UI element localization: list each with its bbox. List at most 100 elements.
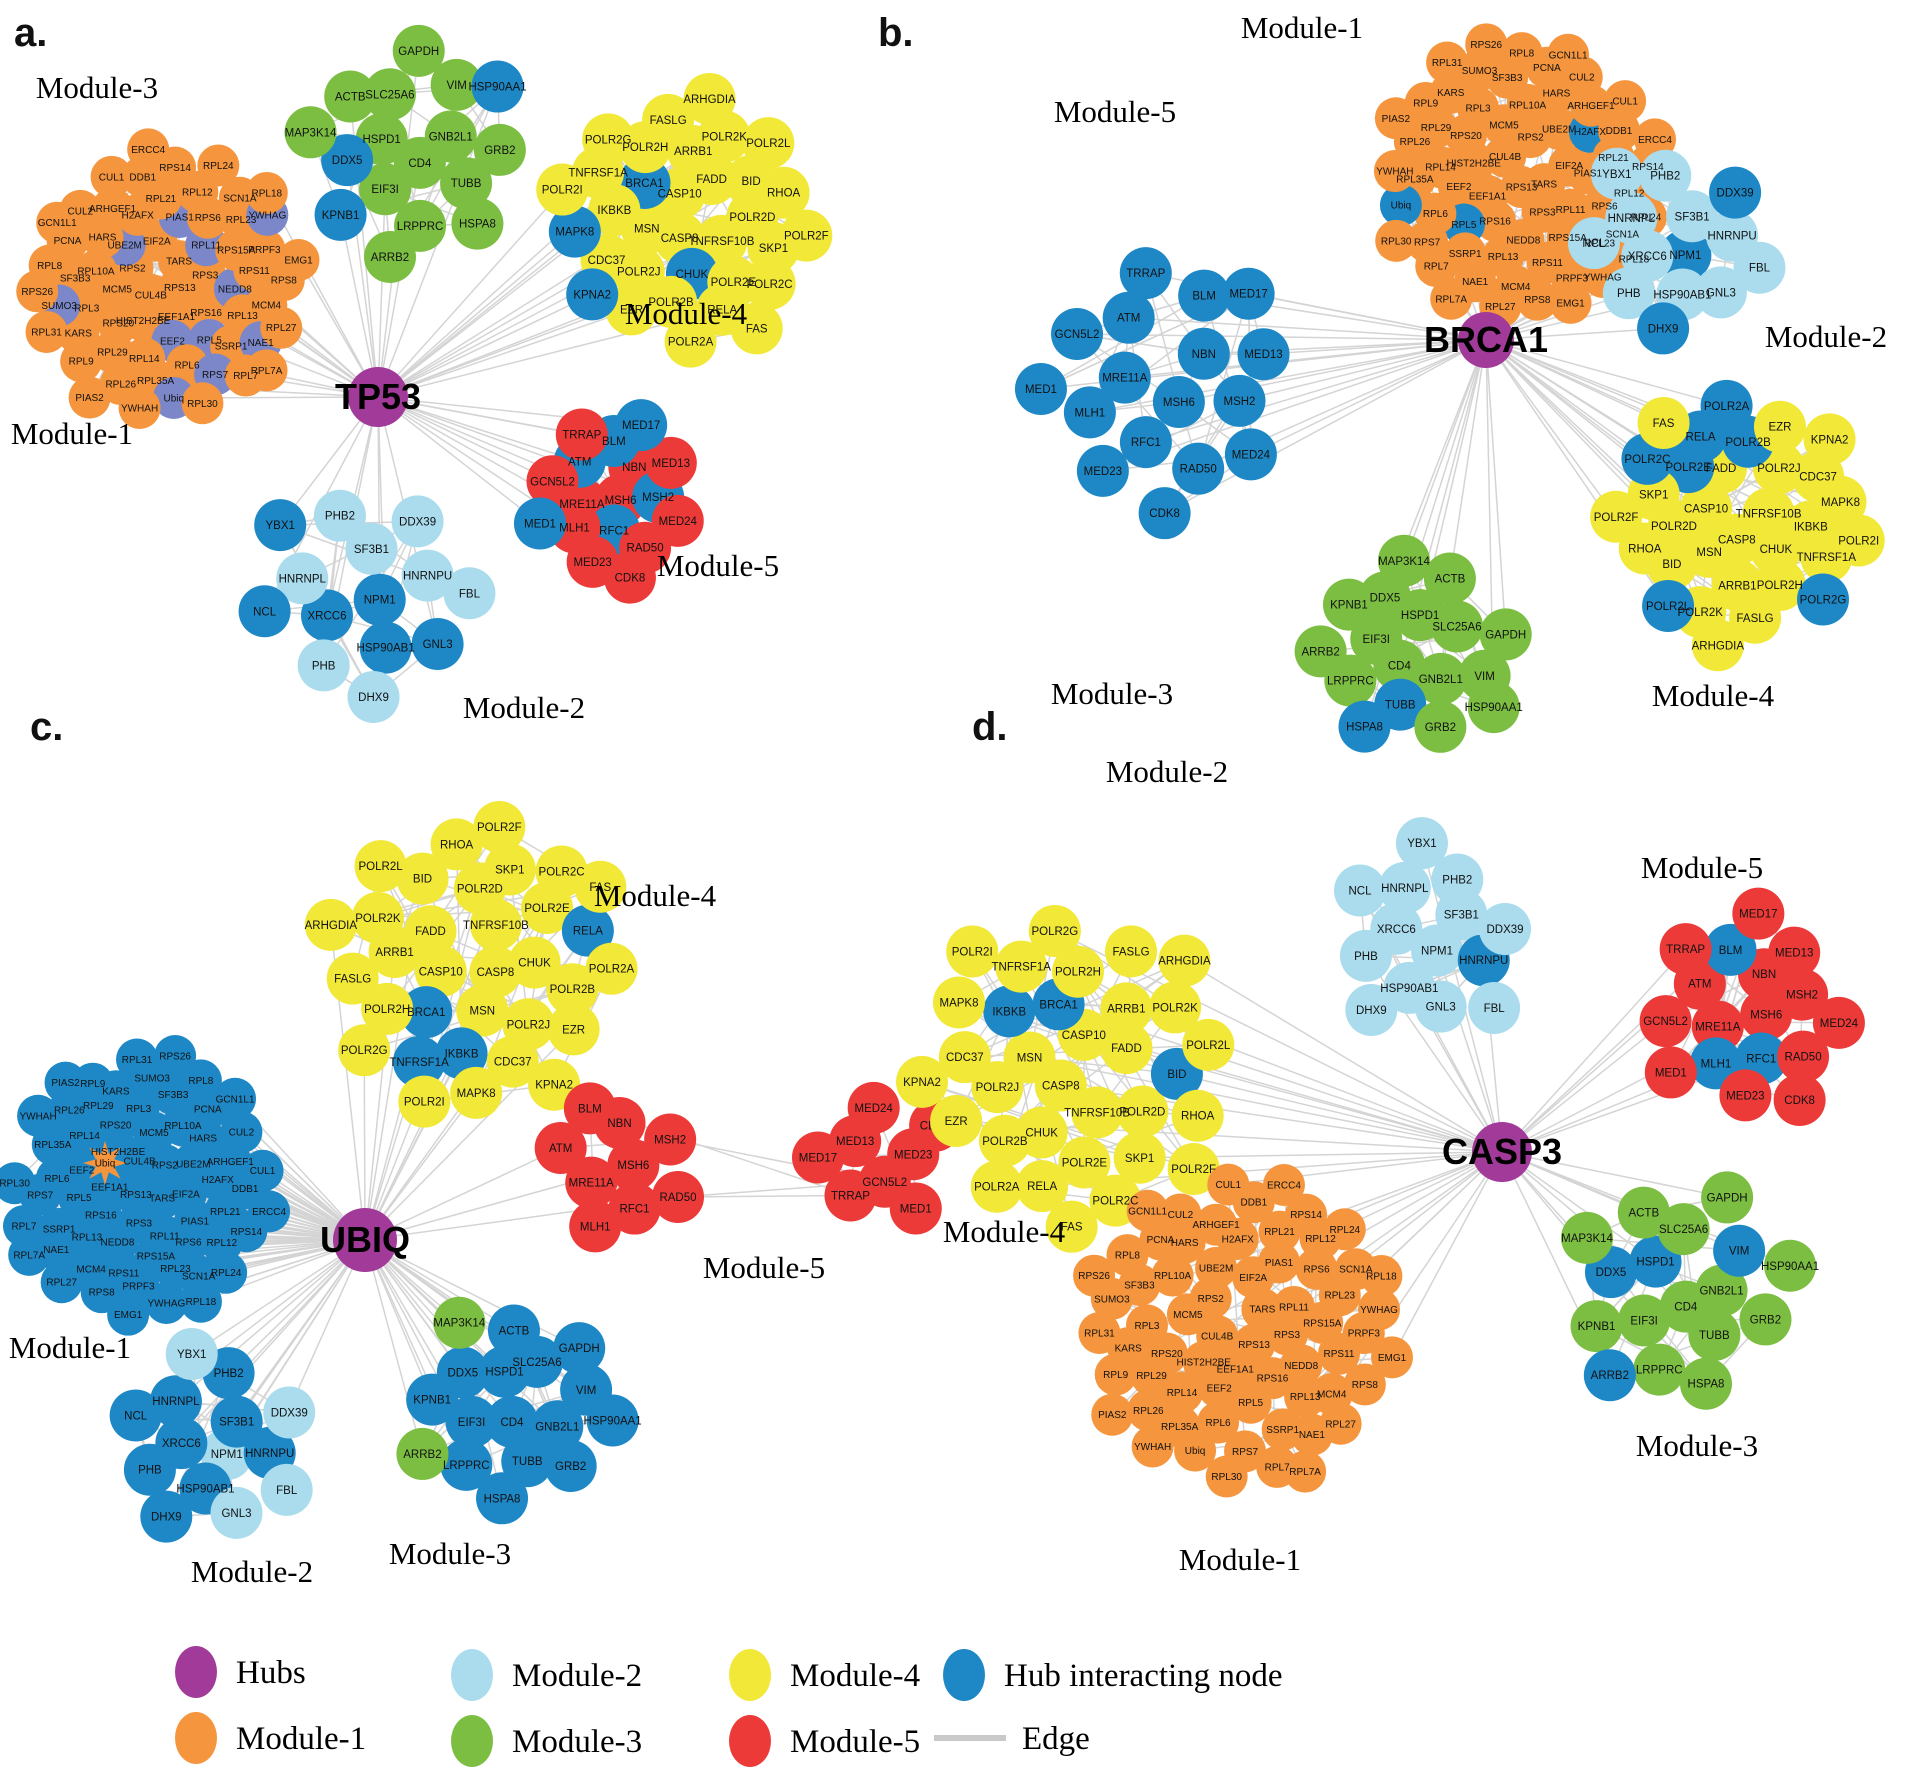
hub-node-casp3[interactable] [1472,1122,1532,1182]
gene-node-MSH2[interactable] [644,1113,697,1166]
gene-node-POLR2G[interactable] [1028,904,1081,957]
gene-node-HSP90AA1[interactable] [586,1394,639,1447]
gene-node-RPL7A[interactable] [245,349,288,392]
gene-node-ARRB1[interactable] [1100,982,1153,1035]
gene-node-RPL7A[interactable] [1430,277,1473,320]
gene-node-TUBB[interactable] [501,1435,554,1488]
gene-node-BLM[interactable] [1704,923,1757,976]
gene-node-RFC1[interactable] [1119,416,1172,469]
gene-node-POLR2A[interactable] [664,315,717,368]
gene-node-GRB2[interactable] [1739,1293,1792,1346]
gene-node-RPL31[interactable] [25,310,68,353]
gene-node-ERCC4[interactable] [127,128,170,171]
gene-node-ARRB2[interactable] [363,230,416,283]
gene-node-UBE2M[interactable] [1538,108,1581,151]
gene-node-RPL31[interactable] [116,1038,159,1081]
gene-node-GAPDH[interactable] [1701,1171,1754,1224]
gene-node-POLR2A[interactable] [585,942,638,995]
gene-node-TNFRSF1A[interactable] [995,940,1048,993]
gene-node-RPL24[interactable] [1323,1208,1366,1251]
gene-node-DDX5[interactable] [321,134,374,187]
gene-node-HSPA8[interactable] [1679,1357,1732,1410]
gene-node-ARHGDIA[interactable] [1691,619,1744,672]
gene-node-PIAS2[interactable] [1091,1393,1134,1436]
gene-node-ARRB2[interactable] [1294,625,1347,678]
gene-node-EMG1[interactable] [1371,1336,1414,1379]
gene-node-RPL7A[interactable] [8,1233,51,1276]
gene-node-CD4[interactable] [485,1395,538,1448]
gene-node-TNFRSF10B[interactable] [1071,1086,1124,1139]
gene-node-DHX9[interactable] [347,670,400,723]
gene-node-POLR2L[interactable] [742,117,795,170]
gene-node-MED17[interactable] [1732,887,1785,940]
gene-node-YWHAH[interactable] [118,386,161,429]
gene-node-MSH6[interactable] [607,1139,660,1192]
gene-node-ARHGEF1[interactable] [1195,1203,1238,1246]
gene-node-ACTB[interactable] [1423,552,1476,605]
gene-node-MED17[interactable] [791,1131,844,1184]
gene-node-POLR2B[interactable] [978,1114,1031,1167]
gene-node-LRPPRC[interactable] [440,1438,493,1491]
gene-node-RPL27[interactable] [1319,1402,1362,1445]
gene-node-GCN1L1[interactable] [36,201,79,244]
gene-node-YBX1[interactable] [165,1327,218,1380]
gene-node-KPNB1[interactable] [314,188,367,241]
gene-node-POLR2F[interactable] [780,209,833,262]
gene-node-MAP3K14[interactable] [1377,534,1430,587]
gene-node-ARHGDIA[interactable] [304,898,357,951]
gene-node-MAPK8[interactable] [1814,475,1867,528]
gene-node-EZR[interactable] [1753,400,1806,453]
gene-node-CUL2[interactable] [220,1111,263,1154]
gene-node-ACTB[interactable] [1617,1186,1670,1239]
gene-node-ACTB[interactable] [487,1304,540,1357]
gene-node-GNB2L1[interactable] [1695,1264,1748,1317]
gene-node-GNB2L1[interactable] [1414,652,1467,705]
gene-node-RPL27[interactable] [260,306,303,349]
gene-node-RPL9[interactable] [60,340,103,383]
gene-node-GRB2[interactable] [1414,700,1467,753]
gene-node-MED17[interactable] [1222,267,1275,320]
gene-node-YWHAG[interactable] [1358,1288,1401,1331]
gene-node-SKP1[interactable] [1113,1131,1166,1184]
gene-node-ATM[interactable] [1102,291,1155,344]
gene-node-IKBKB[interactable] [435,1027,488,1080]
gene-node-ARHGDIA[interactable] [1158,934,1211,987]
gene-node-DHX9[interactable] [1637,302,1690,355]
gene-node-CUL1[interactable] [1207,1163,1250,1206]
gene-node-FASLG[interactable] [1105,925,1158,978]
gene-node-BID[interactable] [396,852,449,905]
gene-node-FBL[interactable] [1468,981,1521,1034]
gene-node-MSH2[interactable] [1776,968,1829,1021]
gene-node-HNRNPU[interactable] [401,549,454,602]
gene-node-EMG1[interactable] [1549,281,1592,324]
gene-node-HSPA8[interactable] [451,197,504,250]
gene-node-RPS26[interactable] [154,1034,197,1077]
gene-node-CDC37[interactable] [938,1031,991,1084]
gene-node-YWHAH[interactable] [1131,1425,1174,1468]
gene-node-RAD50[interactable] [1777,1030,1830,1083]
gene-node-MED1[interactable] [513,497,566,550]
gene-node-NPM1[interactable] [1659,229,1712,282]
gene-node-RPL24[interactable] [205,1251,248,1294]
gene-node-MED13[interactable] [1768,926,1821,979]
gene-node-RPL5[interactable] [1229,1381,1272,1424]
gene-node-POLR2F[interactable] [1167,1142,1220,1195]
hub-node-ubiq[interactable] [333,1208,397,1272]
gene-node-GCN5L2[interactable] [1639,995,1692,1048]
gene-node-ARRB2[interactable] [1583,1349,1636,1402]
gene-node-RPS26[interactable] [1465,23,1508,66]
gene-node-MLH1[interactable] [1063,386,1116,439]
gene-node-KPNA2[interactable] [1803,413,1856,466]
gene-node-RPL31[interactable] [1078,1312,1121,1355]
gene-node-POLR2L[interactable] [1182,1018,1235,1071]
gene-node-RPL18[interactable] [245,171,288,214]
gene-node-CDC37[interactable] [486,1035,539,1088]
gene-node-DHX9[interactable] [140,1490,193,1543]
gene-node-YBX1[interactable] [1590,147,1643,200]
gene-node-MED23[interactable] [1719,1069,1772,1122]
gene-node-TRRAP[interactable] [1659,923,1712,976]
gene-node-YWHAG[interactable] [145,1281,188,1324]
gene-node-MRE11A[interactable] [565,1156,618,1209]
gene-node-RPL9[interactable] [1094,1353,1137,1396]
gene-node-POLR2F[interactable] [1590,490,1643,543]
